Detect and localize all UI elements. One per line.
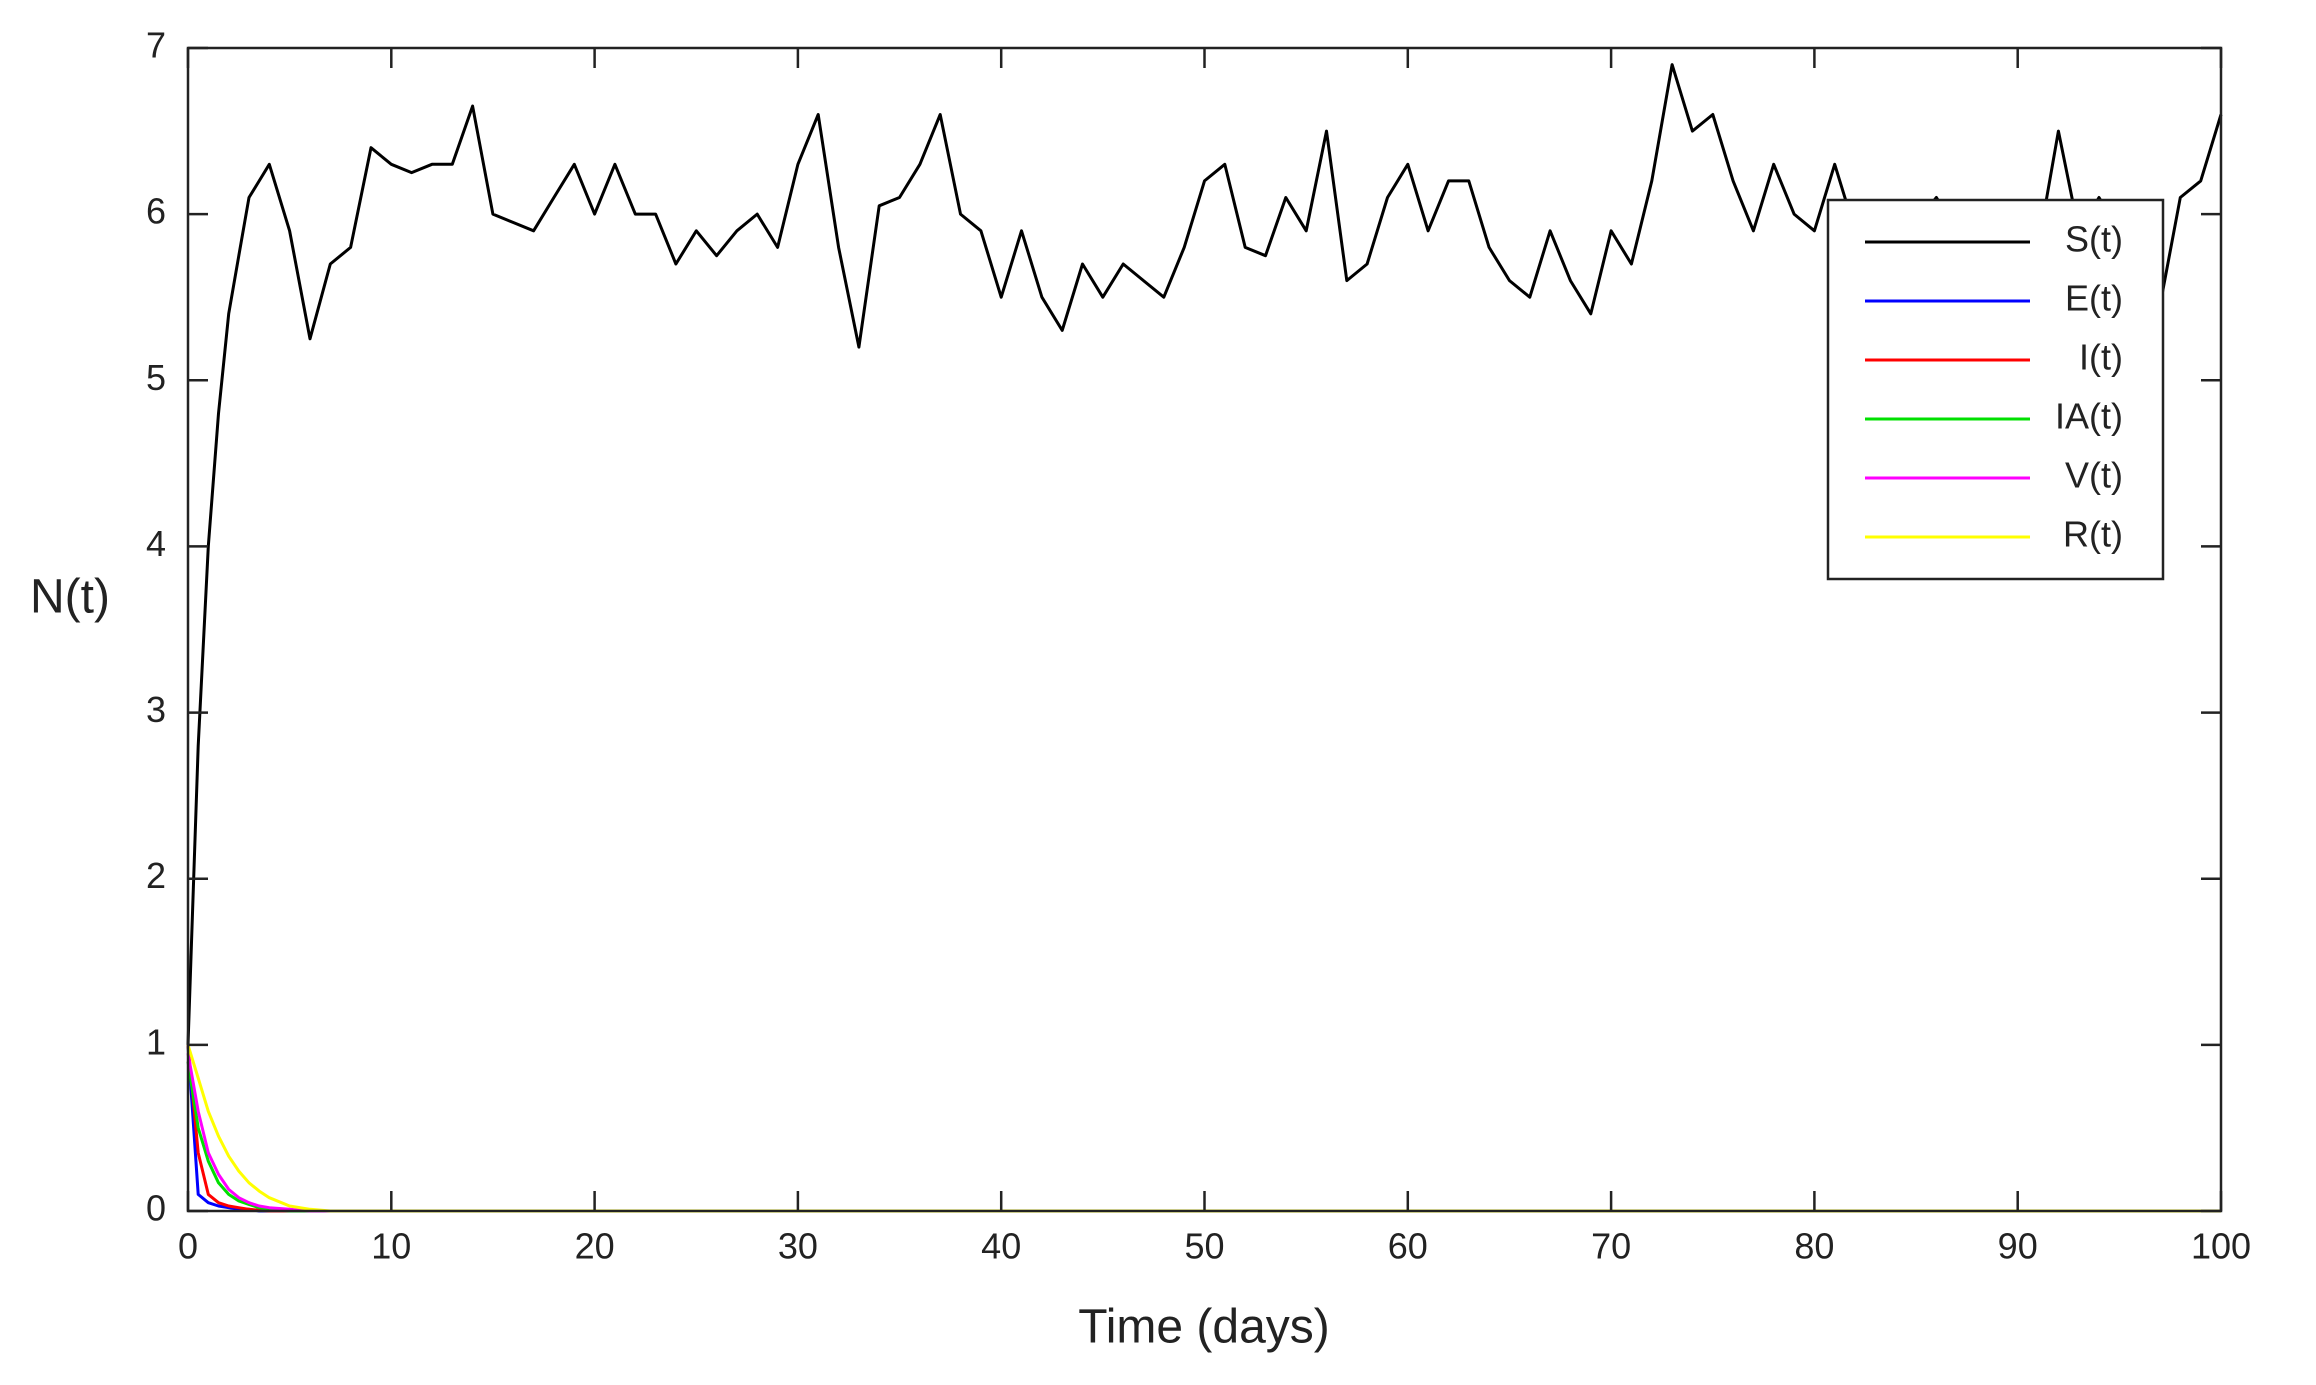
legend-label: R(t) [2063,514,2123,555]
series-line [186,1044,2221,1213]
legend-label: S(t) [2065,219,2123,260]
y-tick-label: 7 [146,25,166,66]
x-tick-label: 20 [575,1226,615,1267]
x-tick-label: 70 [1591,1226,1631,1267]
legend-label: IA(t) [2055,396,2123,437]
y-tick-label: 3 [146,689,166,730]
legend-label: V(t) [2065,455,2123,496]
legend-box [1826,198,2165,581]
x-tick-label: 30 [778,1226,818,1267]
x-axis-label: Time (days) [1078,1301,1330,1354]
y-tick-label: 0 [146,1188,166,1229]
x-tick-label: 100 [2191,1226,2251,1267]
x-tick-label: 50 [1184,1226,1224,1267]
x-tick-label: 0 [178,1226,198,1267]
y-axis-label: N(t) [30,571,110,624]
x-tick-label: 60 [1388,1226,1428,1267]
series-line [186,1044,2221,1213]
legend-label: I(t) [2079,337,2123,378]
series-line [186,1044,2221,1213]
y-tick-label: 6 [146,191,166,232]
y-tick-label: 2 [146,855,166,896]
x-tick-label: 40 [981,1226,1021,1267]
series-line [186,1061,2221,1213]
legend-label: E(t) [2065,278,2123,319]
series-line [186,1052,2221,1213]
x-tick-label: 90 [1998,1226,2038,1267]
y-tick-label: 4 [146,523,166,564]
x-tick-label: 80 [1794,1226,1834,1267]
y-tick-label: 1 [146,1021,166,1062]
y-tick-label: 5 [146,357,166,398]
x-tick-label: 10 [371,1226,411,1267]
